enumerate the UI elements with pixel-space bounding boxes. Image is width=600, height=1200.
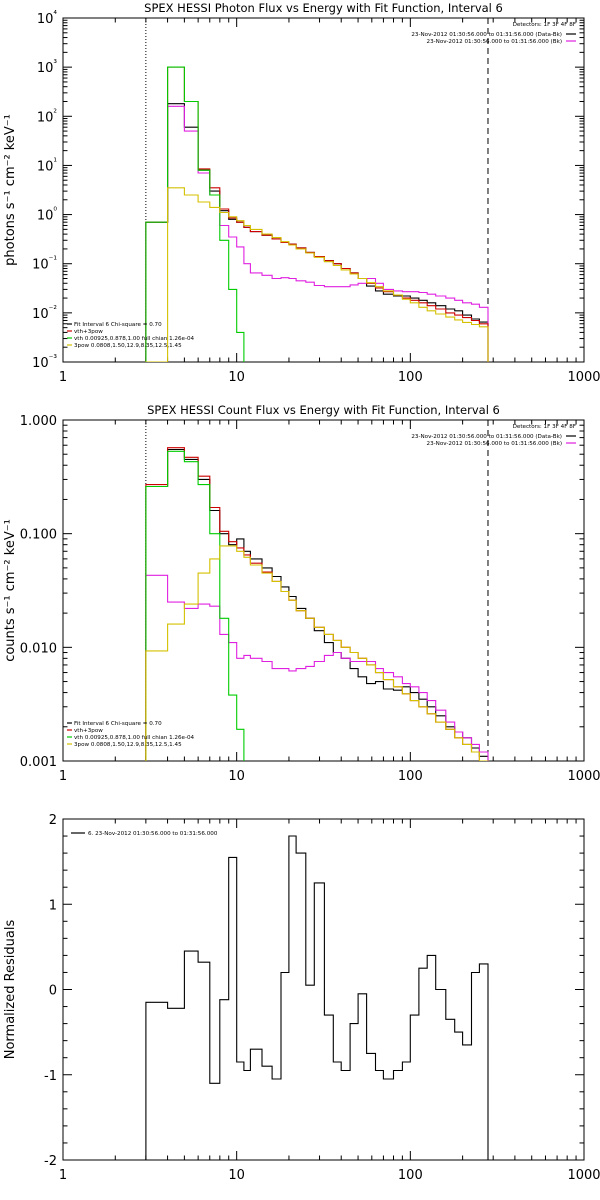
y-tick-label: 10⁻³ [32,354,57,371]
legend-right-label: 23-Nov-2012 01:30:56.000 to 01:31:56.000… [411,32,562,38]
y-tick-base: 10 [37,61,54,76]
y-tick-base: 10 [32,356,49,371]
x-tick-label: 100 [398,370,423,385]
y-tick-label: 0.001 [20,755,57,770]
x-tick-label: 1 [59,1168,67,1183]
plot-frame [62,419,585,762]
y-tick-base: 10 [37,159,54,174]
y-tick-label: 10³ [37,59,58,76]
series-3pow [145,187,489,362]
legend-left-label: vth+3pow [74,329,103,335]
y-tick-label: 0 [49,984,57,999]
legend-right-label: 23-Nov-2012 01:30:56.000 to 01:31:56.000… [411,434,562,440]
y-axis-label: photons s⁻¹ cm⁻² keV⁻¹ [3,114,18,266]
legend-left-label: Fit Interval 6 Chi-square = 0.70 [74,721,162,727]
y-tick-label: -2 [44,1154,57,1169]
x-tick-label: 1000 [567,1168,600,1183]
y-axis-label: Normalized Residuals [3,920,18,1060]
detectors-label: Detectors: 1F 3F 4F 8F [513,424,576,430]
legend-right-label: 23-Nov-2012 01:30:56.000 to 01:31:56.000… [427,39,562,45]
y-axis-label: counts s⁻¹ cm⁻² keV⁻¹ [3,519,18,662]
y-tick-label: 10⁻² [32,305,57,322]
x-tick-label: 10 [228,1168,245,1183]
y-tick-exponent: ⁻² [49,305,58,315]
x-tick-label: 1000 [567,370,600,385]
series-3pow [145,545,489,761]
detectors-label: Detectors: 1F 3F 4F 8F [513,22,576,28]
y-tick-base: 10 [32,307,49,322]
series-vth-3pow [145,66,489,362]
y-tick-exponent: ⁻¹ [49,256,58,266]
y-tick-base: 10 [32,258,49,273]
chart-panel-3: 1 10 100 1000 -2 -1 0 1 2 Normalized Residuals 6. … [3,813,600,1183]
x-tick-label: 1 [59,370,67,385]
legend-left-label: 3pow 0.0808,1.50,12.9,8.35,12.5,1.45 [74,343,182,349]
legend-label: 6. 23-Nov-2012 01:30:56.000 to 01:31:56.… [88,831,218,837]
x-tick-label: 100 [398,1168,423,1183]
series-data-bk [145,448,489,761]
series-vth [145,66,245,362]
x-tick-label: 1000 [567,769,600,784]
chart-panel-1: SPEX HESSI Photon Flux vs Energy with Fi… [3,1,600,385]
plot-frame [62,17,585,363]
y-tick-exponent: ⁻³ [49,354,58,364]
legend-right-label: 23-Nov-2012 01:30:56.000 to 01:31:56.000… [427,441,562,447]
chart-title: SPEX HESSI Count Flux vs Energy with Fit… [147,403,500,417]
y-tick-exponent: ⁴ [53,10,57,20]
series-bk [145,574,489,761]
chart-panel-2: SPEX HESSI Count Flux vs Energy with Fit… [3,403,600,784]
y-tick-label: 0.010 [20,641,57,656]
y-tick-label: -1 [44,1069,57,1084]
chart-title: SPEX HESSI Photon Flux vs Energy with Fi… [144,1,503,15]
y-tick-label: 10⁴ [37,10,58,27]
y-tick-base: 10 [37,209,54,224]
x-tick-label: 1 [59,769,67,784]
y-tick-label: 1 [49,898,57,913]
y-tick-label: 10⁰ [37,207,58,224]
y-tick-label: 2 [49,813,57,828]
y-tick-base: 10 [37,110,54,125]
x-tick-label: 10 [228,769,245,784]
legend-left-label: Fit Interval 6 Chi-square = 0.70 [74,322,162,328]
x-tick-label: 10 [228,370,245,385]
y-tick-exponent: ³ [53,59,57,69]
y-tick-exponent: ¹ [53,157,57,167]
x-tick-label: 100 [398,769,423,784]
series-bk [145,105,489,362]
y-tick-label: 10² [37,108,58,125]
legend-left-label: vth 0.00925,0.878,1.00 full chian 1.26e-… [74,336,195,342]
y-tick-label: 10⁻¹ [32,256,57,273]
y-tick-exponent: ² [53,108,57,118]
y-tick-label: 10¹ [37,157,58,174]
legend-left-label: vth+3pow [74,728,103,734]
y-tick-label: 1.000 [20,414,57,429]
y-tick-label: 0.100 [20,528,57,543]
legend-left-label: 3pow 0.0808,1.50,12.9,8.35,12.5,1.45 [74,742,182,748]
legend-left-label: vth 0.00925,0.878,1.00 full chian 1.26e-… [74,735,195,741]
y-tick-exponent: ⁰ [53,207,57,217]
plot-frame [62,818,585,1161]
series-vth [145,450,245,761]
series-residuals [145,835,489,1160]
y-tick-base: 10 [37,12,54,27]
